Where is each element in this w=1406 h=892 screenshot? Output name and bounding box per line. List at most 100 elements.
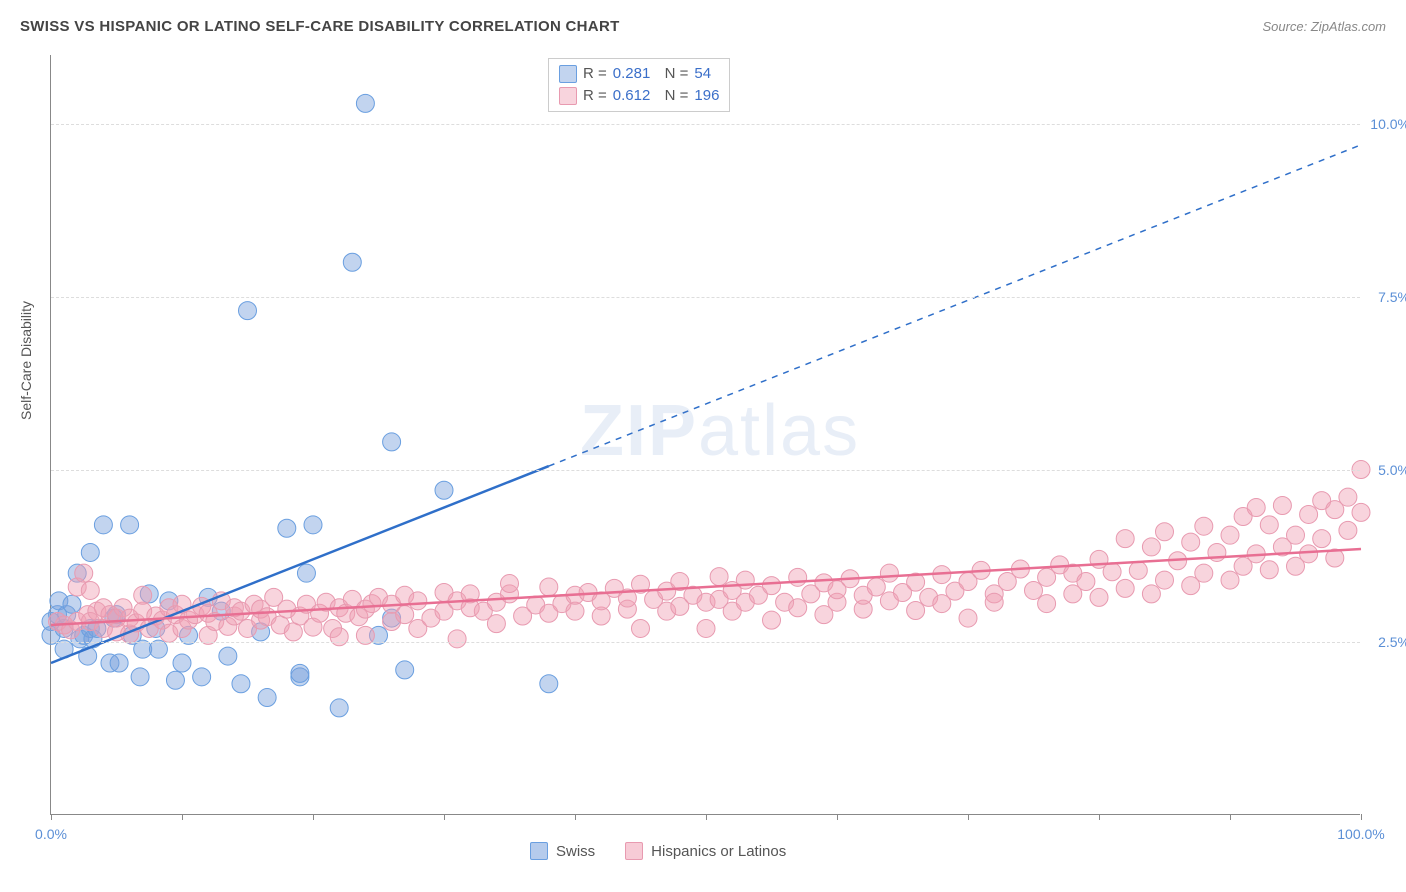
data-point bbox=[566, 602, 584, 620]
data-point bbox=[789, 599, 807, 617]
swatch-hispanic bbox=[559, 87, 577, 105]
data-point bbox=[258, 689, 276, 707]
x-tick-label: 100.0% bbox=[1337, 826, 1384, 842]
legend-item-swiss: Swiss bbox=[530, 842, 595, 860]
x-tick bbox=[968, 814, 969, 820]
data-point bbox=[81, 543, 99, 561]
correlation-legend: R = 0.281 N = 54 R = 0.612 N = 196 bbox=[548, 58, 730, 112]
grid-line bbox=[51, 297, 1360, 298]
data-point bbox=[219, 647, 237, 665]
data-point bbox=[448, 630, 466, 648]
swatch-hispanic-icon bbox=[625, 842, 643, 860]
data-point bbox=[81, 581, 99, 599]
source-label: Source: ZipAtlas.com bbox=[1262, 19, 1386, 34]
data-point bbox=[1038, 595, 1056, 613]
data-point bbox=[959, 609, 977, 627]
data-point bbox=[1142, 538, 1160, 556]
data-point bbox=[63, 595, 81, 613]
data-point bbox=[1352, 503, 1370, 521]
data-point bbox=[1195, 517, 1213, 535]
data-point bbox=[1103, 563, 1121, 581]
data-point bbox=[1025, 581, 1043, 599]
x-tick bbox=[706, 814, 707, 820]
data-point bbox=[1195, 564, 1213, 582]
x-tick bbox=[837, 814, 838, 820]
legend-item-hispanic: Hispanics or Latinos bbox=[625, 842, 786, 860]
plot-area: 2.5%5.0%7.5%10.0%0.0%100.0% bbox=[50, 55, 1360, 815]
data-point bbox=[1287, 526, 1305, 544]
x-tick bbox=[575, 814, 576, 820]
y-tick-label: 7.5% bbox=[1365, 289, 1406, 305]
data-point bbox=[1221, 526, 1239, 544]
data-point bbox=[867, 578, 885, 596]
x-tick bbox=[444, 814, 445, 820]
data-point bbox=[1313, 530, 1331, 548]
data-point bbox=[297, 564, 315, 582]
data-point bbox=[789, 568, 807, 586]
data-point bbox=[1260, 516, 1278, 534]
data-point bbox=[1142, 585, 1160, 603]
data-point bbox=[284, 623, 302, 641]
grid-line bbox=[51, 642, 1360, 643]
x-tick bbox=[1361, 814, 1362, 820]
x-tick bbox=[51, 814, 52, 820]
data-point bbox=[1116, 579, 1134, 597]
data-point bbox=[1077, 572, 1095, 590]
data-point bbox=[1129, 561, 1147, 579]
y-tick-label: 10.0% bbox=[1365, 116, 1406, 132]
data-point bbox=[1182, 533, 1200, 551]
data-point bbox=[131, 668, 149, 686]
y-axis-label: Self-Care Disability bbox=[18, 301, 34, 420]
x-tick-label: 0.0% bbox=[35, 826, 67, 842]
data-point bbox=[985, 593, 1003, 611]
x-tick bbox=[1230, 814, 1231, 820]
chart-header: SWISS VS HISPANIC OR LATINO SELF-CARE DI… bbox=[20, 18, 1386, 35]
x-tick bbox=[1099, 814, 1100, 820]
data-point bbox=[1273, 496, 1291, 514]
grid-line bbox=[51, 124, 1360, 125]
data-point bbox=[239, 302, 257, 320]
data-point bbox=[75, 564, 93, 582]
data-point bbox=[501, 575, 519, 593]
series-legend: Swiss Hispanics or Latinos bbox=[530, 842, 786, 860]
data-point bbox=[763, 577, 781, 595]
data-point bbox=[435, 481, 453, 499]
data-point bbox=[121, 516, 139, 534]
data-point bbox=[1156, 571, 1174, 589]
data-point bbox=[173, 654, 191, 672]
data-point bbox=[487, 615, 505, 633]
swatch-swiss-icon bbox=[530, 842, 548, 860]
data-point bbox=[291, 664, 309, 682]
data-point bbox=[396, 606, 414, 624]
x-tick bbox=[313, 814, 314, 820]
data-point bbox=[632, 619, 650, 637]
data-point bbox=[278, 519, 296, 537]
data-point bbox=[540, 675, 558, 693]
data-point bbox=[880, 564, 898, 582]
data-point bbox=[1300, 545, 1318, 563]
y-tick-label: 2.5% bbox=[1365, 634, 1406, 650]
x-tick bbox=[182, 814, 183, 820]
data-point bbox=[1300, 505, 1318, 523]
data-point bbox=[304, 516, 322, 534]
data-point bbox=[166, 671, 184, 689]
trend-line-extrapolated bbox=[549, 145, 1361, 466]
data-point bbox=[1116, 530, 1134, 548]
data-point bbox=[1221, 571, 1239, 589]
data-point bbox=[94, 516, 112, 534]
data-point bbox=[1156, 523, 1174, 541]
chart-title: SWISS VS HISPANIC OR LATINO SELF-CARE DI… bbox=[20, 18, 620, 35]
data-point bbox=[710, 568, 728, 586]
data-point bbox=[1339, 521, 1357, 539]
y-tick-label: 5.0% bbox=[1365, 462, 1406, 478]
legend-row-hispanic: R = 0.612 N = 196 bbox=[559, 85, 719, 107]
scatter-plot bbox=[51, 55, 1360, 814]
data-point bbox=[1247, 499, 1265, 517]
data-point bbox=[1339, 488, 1357, 506]
grid-line bbox=[51, 470, 1360, 471]
data-point bbox=[330, 699, 348, 717]
data-point bbox=[232, 675, 250, 693]
data-point bbox=[907, 601, 925, 619]
data-point bbox=[409, 592, 427, 610]
data-point bbox=[763, 611, 781, 629]
